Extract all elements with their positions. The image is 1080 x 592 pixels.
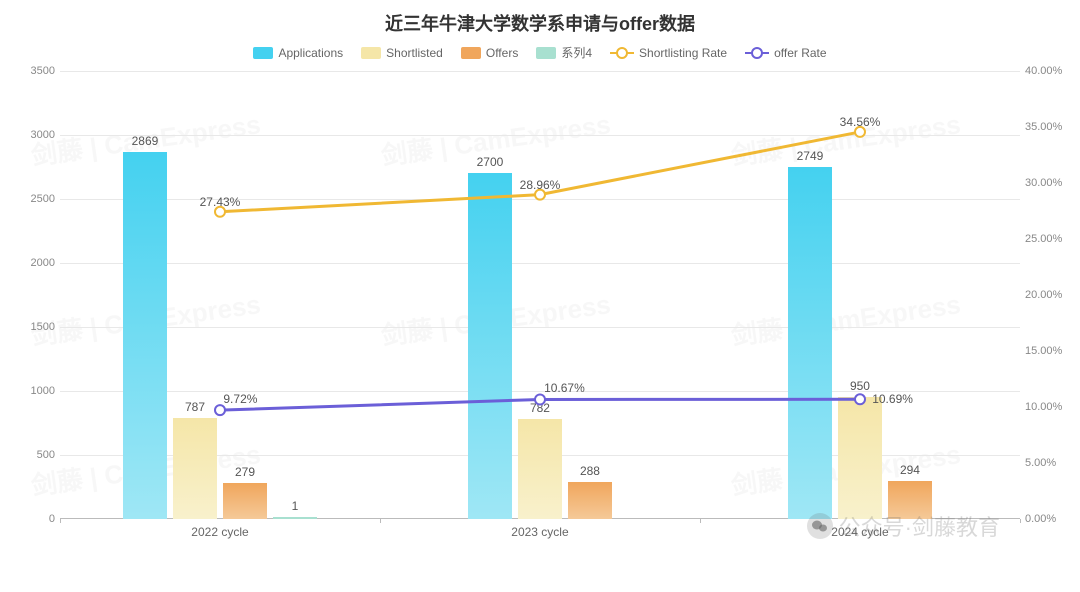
bar-series4: 1 bbox=[273, 517, 317, 519]
bar-value-label: 2749 bbox=[797, 149, 824, 163]
y-right-tick-label: 40.00% bbox=[1025, 65, 1075, 77]
y-left-tick-label: 2500 bbox=[10, 193, 55, 205]
bar-applications: 2700 bbox=[468, 173, 512, 519]
y-right-tick-label: 30.00% bbox=[1025, 177, 1075, 189]
y-right-tick-label: 0.00% bbox=[1025, 513, 1075, 525]
bar-value-label: 294 bbox=[900, 463, 920, 477]
bar-cluster: 2700782288 bbox=[468, 71, 612, 519]
legend-offers: Offers bbox=[461, 44, 518, 61]
y-right-tick-label: 25.00% bbox=[1025, 233, 1075, 245]
bar-shortlisted: 787 bbox=[173, 418, 217, 519]
y-left-tick-label: 0 bbox=[10, 513, 55, 525]
legend-label: 系列4 bbox=[561, 44, 592, 61]
y-left-tick-label: 500 bbox=[10, 449, 55, 461]
plot-area: 05001000150020002500300035000.00%5.00%10… bbox=[60, 71, 1020, 541]
legend-line-icon bbox=[745, 52, 769, 54]
y-right-tick-label: 10.00% bbox=[1025, 401, 1075, 413]
bar-value-label: 279 bbox=[235, 465, 255, 479]
category-group: 286978727912022 cycle bbox=[60, 71, 380, 519]
legend-offer-rate: offer Rate bbox=[745, 44, 826, 61]
chart-container: 剑藤 | CamExpress 剑藤 | CamExpress 剑藤 | Cam… bbox=[0, 0, 1080, 592]
bar-value-label: 2869 bbox=[132, 134, 159, 148]
line-value-label: 9.72% bbox=[223, 392, 257, 406]
bar-cluster: 28697872791 bbox=[123, 71, 317, 519]
legend-label: Shortlisting Rate bbox=[639, 46, 727, 60]
bar-shortlisted: 782 bbox=[518, 419, 562, 519]
chart-title: 近三年牛津大学数学系申请与offer数据 bbox=[60, 10, 1020, 36]
bar-value-label: 782 bbox=[530, 401, 550, 415]
x-tick bbox=[380, 519, 381, 523]
line-value-label: 10.69% bbox=[872, 392, 913, 406]
bar-applications: 2749 bbox=[788, 167, 832, 519]
bar-offers: 279 bbox=[223, 483, 267, 519]
line-value-label: 34.56% bbox=[840, 115, 881, 129]
legend-label: Applications bbox=[278, 46, 343, 60]
x-tick bbox=[1020, 519, 1021, 523]
x-tick bbox=[700, 519, 701, 523]
legend-box-icon bbox=[536, 47, 556, 59]
x-tick-label: 2022 cycle bbox=[191, 525, 248, 539]
legend: Applications Shortlisted Offers 系列4 Shor… bbox=[60, 44, 1020, 61]
legend-box-icon bbox=[361, 47, 381, 59]
bar-offers: 288 bbox=[568, 482, 612, 519]
bar-value-label: 2700 bbox=[477, 155, 504, 169]
wechat-icon bbox=[807, 513, 833, 539]
legend-line-icon bbox=[610, 52, 634, 54]
y-left-tick-label: 2000 bbox=[10, 257, 55, 269]
y-right-tick-label: 20.00% bbox=[1025, 289, 1075, 301]
y-left-tick-label: 1500 bbox=[10, 321, 55, 333]
legend-label: Offers bbox=[486, 46, 518, 60]
bar-value-label: 1 bbox=[292, 499, 299, 513]
bar-cluster: 2749950294 bbox=[788, 71, 932, 519]
y-right-tick-label: 15.00% bbox=[1025, 345, 1075, 357]
bar-applications: 2869 bbox=[123, 152, 167, 519]
footer-watermark: 公众号·剑藤教育 bbox=[807, 510, 1000, 542]
y-left-tick-label: 3000 bbox=[10, 129, 55, 141]
legend-box-icon bbox=[253, 47, 273, 59]
legend-shortlisted: Shortlisted bbox=[361, 44, 443, 61]
bar-value-label: 950 bbox=[850, 379, 870, 393]
y-right-tick-label: 5.00% bbox=[1025, 457, 1075, 469]
legend-shortlisting-rate: Shortlisting Rate bbox=[610, 44, 727, 61]
x-tick-label: 2023 cycle bbox=[511, 525, 568, 539]
bar-value-label: 288 bbox=[580, 464, 600, 478]
bar-value-label: 787 bbox=[185, 400, 205, 414]
x-tick bbox=[60, 519, 61, 523]
legend-label: Shortlisted bbox=[386, 46, 443, 60]
line-value-label: 10.67% bbox=[544, 381, 585, 395]
legend-box-icon bbox=[461, 47, 481, 59]
legend-applications: Applications bbox=[253, 44, 343, 61]
category-group: 27499502942024 cycle bbox=[700, 71, 1020, 519]
y-left-tick-label: 3500 bbox=[10, 65, 55, 77]
line-value-label: 27.43% bbox=[200, 195, 241, 209]
footer-watermark-text: 公众号·剑藤教育 bbox=[839, 510, 1000, 542]
y-left-tick-label: 1000 bbox=[10, 385, 55, 397]
y-right-tick-label: 35.00% bbox=[1025, 121, 1075, 133]
legend-series4: 系列4 bbox=[536, 44, 592, 61]
line-value-label: 28.96% bbox=[520, 178, 561, 192]
legend-label: offer Rate bbox=[774, 46, 826, 60]
bar-shortlisted: 950 bbox=[838, 397, 882, 519]
category-group: 27007822882023 cycle bbox=[380, 71, 700, 519]
